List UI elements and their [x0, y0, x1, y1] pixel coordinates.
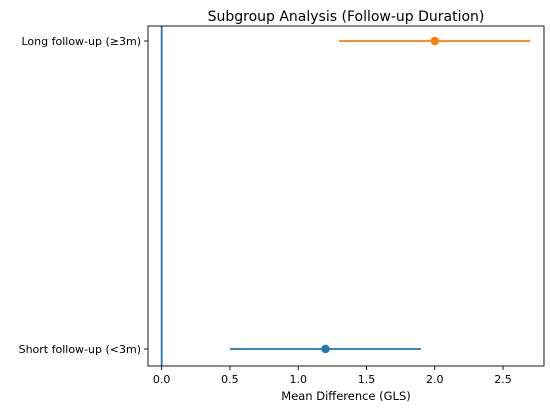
x-axis-label: Mean Difference (GLS) [281, 389, 411, 403]
chart-title: Subgroup Analysis (Follow-up Duration) [208, 9, 485, 25]
x-tick-label-0: 0.0 [153, 373, 171, 386]
point-estimate-0 [321, 344, 330, 354]
y-tick-label-0: Short follow-up (<3m) [19, 343, 141, 356]
y-tick-label-1: Long follow-up (≥3m) [22, 35, 142, 48]
plot-frame [147, 25, 545, 367]
x-tick-label-1: 0.5 [221, 373, 239, 386]
point-estimate-1 [430, 36, 439, 46]
x-axis: 0.0 0.5 1.0 1.5 2.0 2.5 [153, 366, 512, 386]
plot-area [160, 26, 531, 366]
x-tick-label-4: 2.0 [426, 373, 444, 386]
x-tick-label-2: 1.0 [289, 373, 307, 386]
x-tick-label-5: 2.5 [494, 373, 512, 386]
y-axis: Short follow-up (<3m) Long follow-up (≥3m… [19, 35, 148, 356]
x-tick-label-3: 1.5 [358, 373, 376, 386]
